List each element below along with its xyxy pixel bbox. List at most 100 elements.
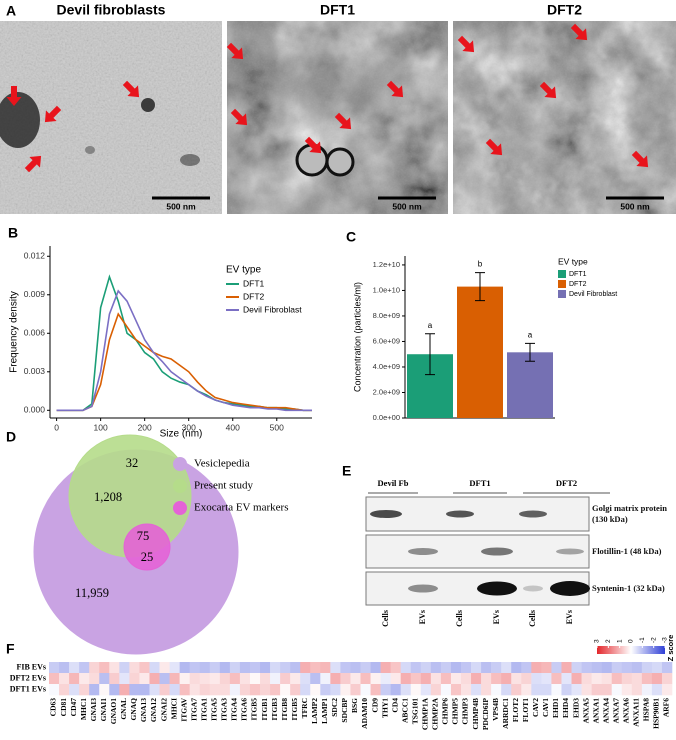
- column-label: ARF6: [662, 698, 671, 717]
- arrow: [226, 42, 244, 60]
- heatmap-cell: [561, 662, 572, 674]
- heatmap-cell: [149, 662, 160, 674]
- legend-label: DFT2: [569, 281, 587, 288]
- blot-band: [408, 584, 438, 593]
- column-label: FLOT1: [521, 698, 530, 722]
- heatmap-cell: [591, 662, 602, 674]
- scale-bar-label: 500 nm: [620, 201, 650, 211]
- heatmap-cell: [239, 662, 251, 674]
- column-label: ITGA7: [189, 698, 198, 721]
- column-label: GNAQ: [129, 698, 138, 721]
- y-tick-label: 0.0e+00: [373, 413, 400, 422]
- heatmap-cell: [611, 662, 623, 674]
- heatmap-cell: [450, 673, 462, 685]
- heatmap-cell: [320, 662, 331, 674]
- heatmap-cell: [59, 662, 70, 674]
- column-label: CD63: [49, 698, 58, 717]
- column-label: CD4: [390, 698, 399, 713]
- heatmap-cell: [571, 662, 582, 674]
- heatmap-cell: [501, 662, 512, 674]
- column-label: CD47: [69, 698, 78, 717]
- column-label: CD9: [370, 698, 379, 713]
- y-tick-label: 1.2e+10: [373, 260, 400, 269]
- heatmap-cell: [430, 684, 442, 696]
- column-label: CHMP2A: [431, 697, 440, 730]
- blot-band: [446, 510, 474, 518]
- heatmap-cell: [290, 662, 301, 674]
- y-tick-label: 6.0e+09: [373, 336, 400, 345]
- heatmap-cell: [249, 684, 261, 696]
- heatmap-cell: [249, 673, 261, 685]
- column-label: GNAL: [119, 698, 128, 720]
- heatmap-cell: [260, 673, 271, 685]
- heatmap-cell: [631, 684, 643, 696]
- y-axis-label: Concentration (particles/ml): [352, 282, 362, 392]
- heatmap-cell: [541, 673, 552, 685]
- heatmap-cell: [89, 673, 100, 685]
- scale-bar-label: 500 nm: [392, 201, 422, 211]
- heatmap-cell: [471, 662, 482, 674]
- micrograph-title: Devil fibroblasts: [57, 2, 166, 18]
- heatmap-cell: [400, 673, 412, 685]
- heatmap-cell: [511, 662, 522, 674]
- legend-label: DFT1: [569, 271, 587, 278]
- heatmap-cell: [139, 684, 150, 696]
- heatmap-cell: [390, 684, 401, 696]
- column-label: ANXA6: [622, 698, 631, 724]
- heatmap-cell: [511, 673, 522, 685]
- heatmap-cell: [320, 673, 331, 685]
- heatmap-cell: [400, 662, 412, 674]
- colorbar: [597, 646, 665, 654]
- heatmap-cell: [149, 684, 160, 696]
- heatmap-cell: [229, 673, 241, 685]
- colorbar-tick-label: 0: [628, 639, 635, 643]
- heatmap-cell: [631, 673, 643, 685]
- protein-label: Flotillin-1 (48 kDa): [592, 545, 662, 556]
- heatmap-cell: [280, 673, 291, 685]
- column-label: ANXA1: [591, 698, 600, 724]
- heatmap-cell: [531, 684, 542, 696]
- legend-swatch: [558, 280, 566, 288]
- row-label: DFT2 EVs: [10, 673, 46, 682]
- panel-label: F: [6, 641, 15, 657]
- venn-count: 1,208: [94, 490, 122, 504]
- heatmap-cell: [400, 684, 412, 696]
- legend-swatch: [173, 457, 187, 471]
- heatmap-cell: [310, 673, 321, 685]
- error-bar: [525, 342, 535, 362]
- lane-label: EVs: [418, 610, 427, 624]
- heatmap-cell: [631, 662, 643, 674]
- heatmap-cell: [581, 684, 592, 696]
- column-label: EHD1: [551, 698, 560, 718]
- column-label: THY1: [380, 698, 389, 718]
- heatmap-cell: [380, 684, 391, 696]
- heatmap-cell: [189, 684, 201, 696]
- column-label: ANXA11: [632, 698, 641, 727]
- heatmap-cell: [511, 684, 522, 696]
- legend-label: DFT1: [243, 278, 265, 288]
- y-tick-label: 2.0e+09: [373, 387, 400, 396]
- heatmap-cell: [581, 662, 592, 674]
- colorbar-tick-label: 3: [594, 639, 601, 643]
- legend-label: Present study: [194, 480, 253, 492]
- column-label: ADAM10: [360, 698, 369, 729]
- panel-label: C: [346, 229, 356, 245]
- venn-count: 25: [141, 550, 154, 564]
- column-label: SDCBP: [340, 698, 349, 723]
- legend-title: EV type: [226, 265, 261, 276]
- heatmap-cell: [79, 673, 90, 685]
- heatmap-cell: [119, 684, 130, 696]
- arrow: [24, 155, 42, 173]
- heatmap-cell: [260, 684, 271, 696]
- column-label: TSG101: [410, 698, 419, 725]
- heatmap-cell: [370, 673, 381, 685]
- arrow: [631, 150, 649, 168]
- column-label: GNAI2: [159, 698, 168, 722]
- heatmap-cell: [450, 684, 462, 696]
- density-line: [56, 274, 312, 412]
- heatmap-cell: [129, 662, 140, 674]
- heatmap-cell: [229, 662, 241, 674]
- density-line: [56, 289, 312, 412]
